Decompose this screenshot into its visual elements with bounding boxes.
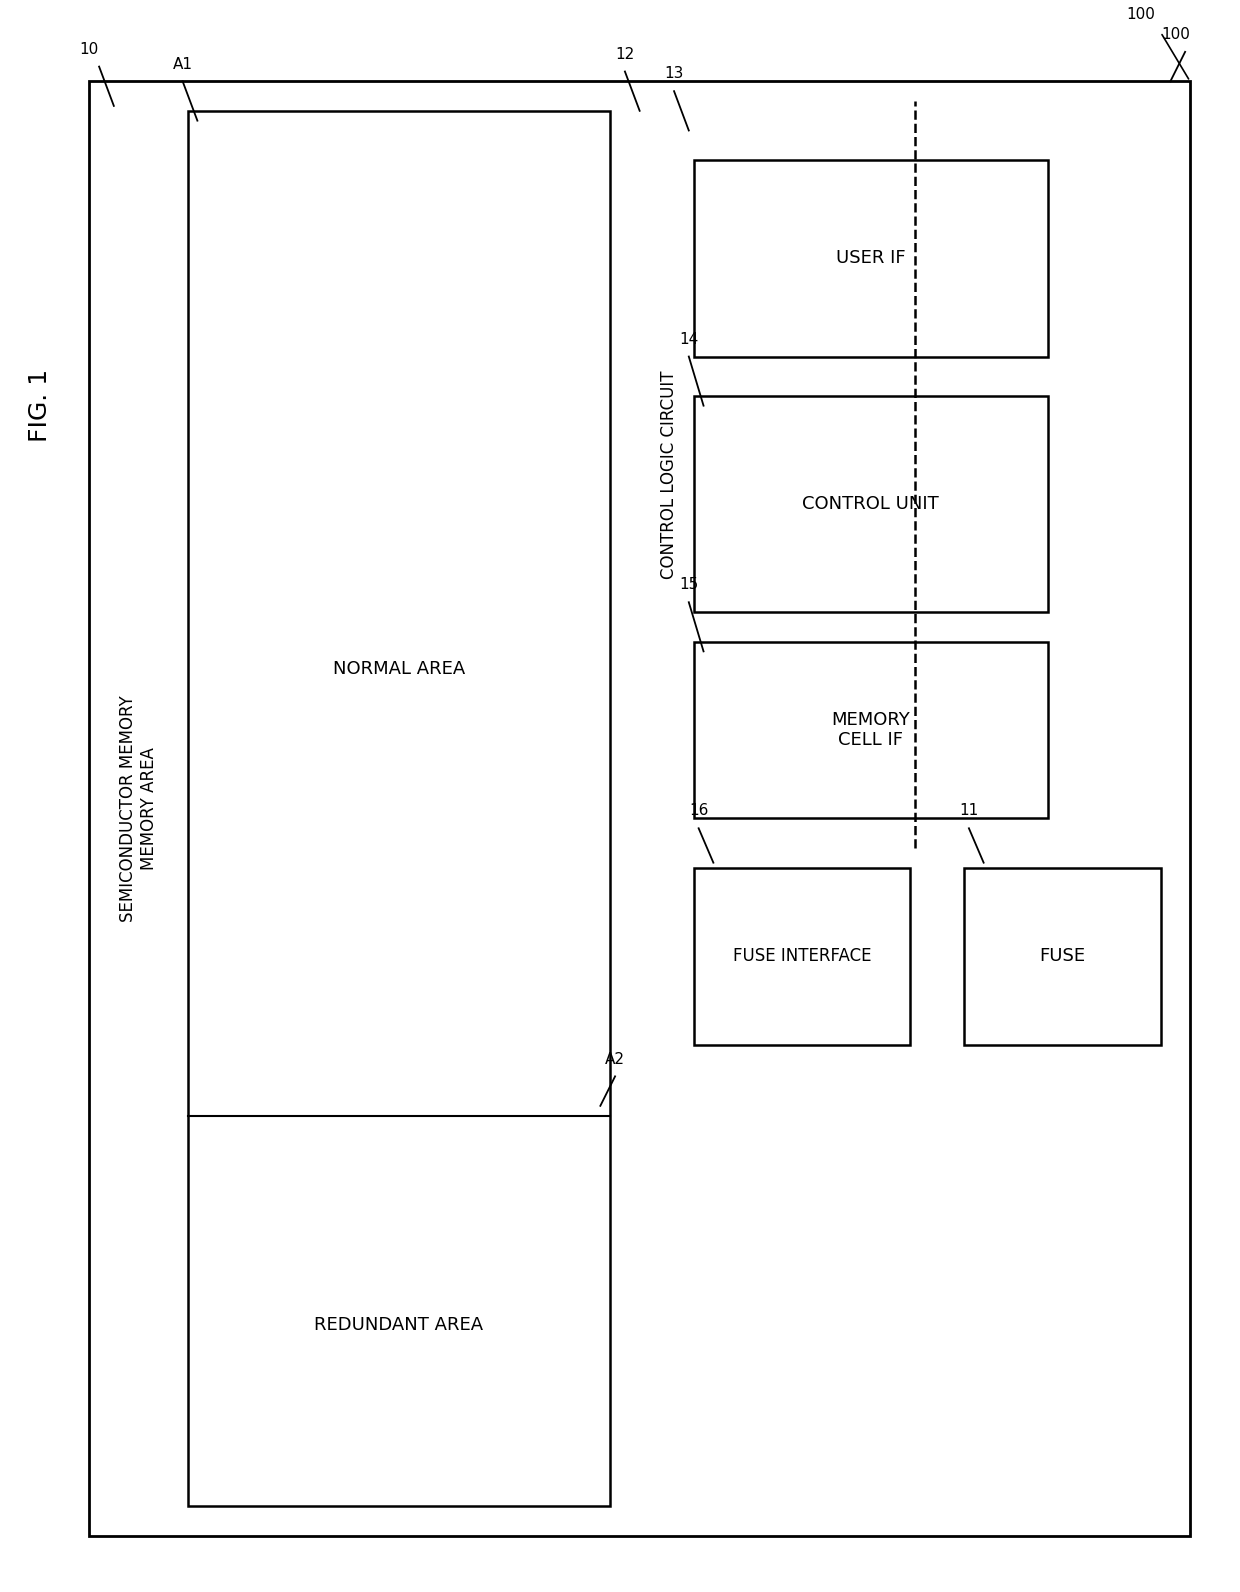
Text: 15: 15 (680, 578, 698, 592)
Text: 100: 100 (1126, 8, 1156, 22)
Bar (104, 96, 625, 1522)
Text: 13: 13 (665, 67, 683, 81)
Text: 12: 12 (615, 46, 635, 62)
Text: USER IF: USER IF (836, 250, 905, 267)
Text: FUSE: FUSE (1039, 947, 1085, 965)
Bar (963, 868, 1161, 1044)
Bar (187, 111, 610, 1506)
Text: NORMAL AREA: NORMAL AREA (332, 661, 465, 678)
Bar (630, 100, 1171, 849)
Bar (693, 868, 910, 1044)
Text: SEMICONDUCTOR MEMORY
MEMORY AREA: SEMICONDUCTOR MEMORY MEMORY AREA (119, 696, 157, 922)
Text: 10: 10 (79, 41, 99, 57)
Text: MEMORY
CELL IF: MEMORY CELL IF (831, 710, 910, 750)
Text: FIG. 1: FIG. 1 (29, 369, 52, 443)
Bar (693, 642, 1048, 818)
Text: 14: 14 (680, 331, 698, 347)
Bar (680, 121, 1121, 828)
Bar (693, 396, 1048, 611)
Text: 11: 11 (960, 804, 978, 818)
Bar (693, 159, 1048, 357)
Text: 16: 16 (689, 804, 708, 818)
Text: FUSE INTERFACE: FUSE INTERFACE (733, 947, 870, 965)
Text: CONTROL UNIT: CONTROL UNIT (802, 495, 939, 513)
Text: A1: A1 (172, 56, 192, 72)
Text: REDUNDANT AREA: REDUNDANT AREA (314, 1317, 484, 1334)
Text: A2: A2 (605, 1052, 625, 1067)
Text: CONTROL LOGIC CIRCUIT: CONTROL LOGIC CIRCUIT (660, 371, 678, 579)
Text: 100: 100 (1161, 27, 1189, 41)
